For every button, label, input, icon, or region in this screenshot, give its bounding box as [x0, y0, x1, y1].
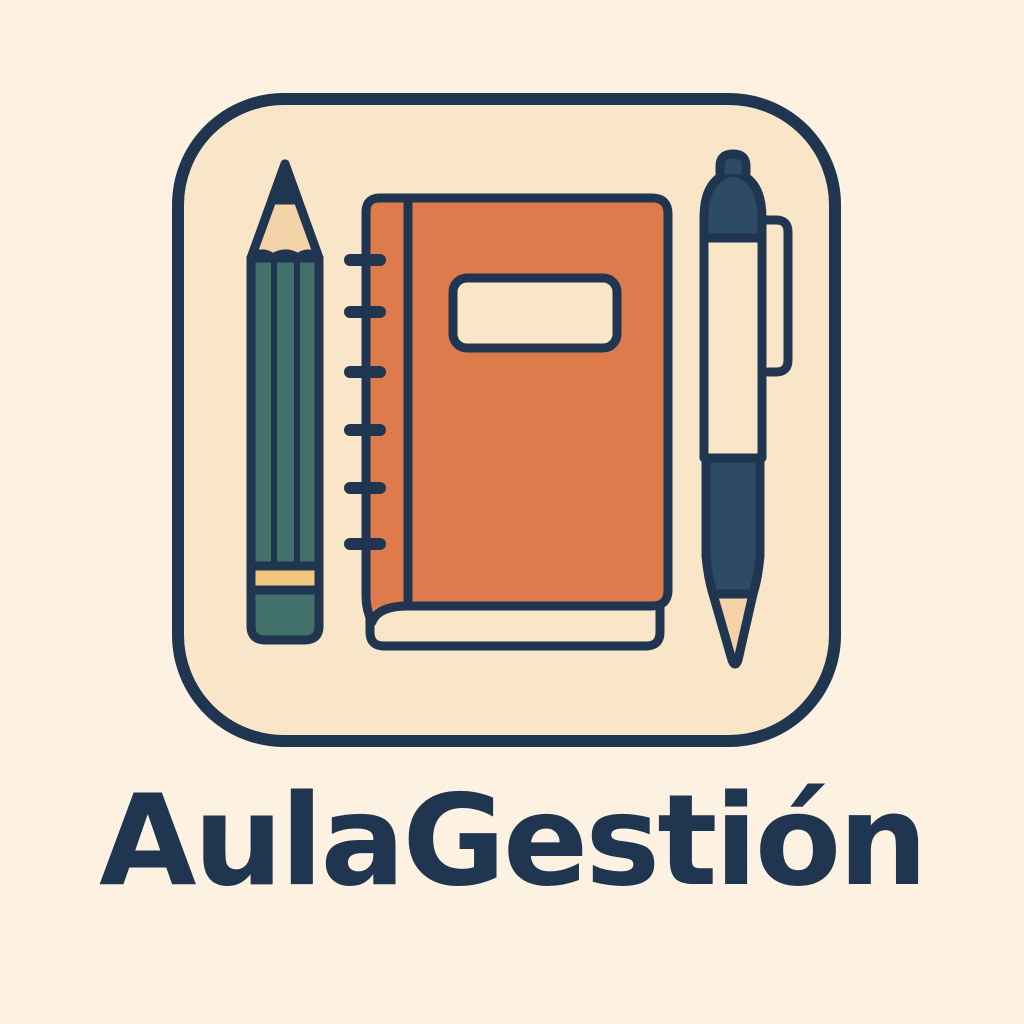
notebook-spiral — [344, 254, 386, 550]
notebook-icon — [344, 193, 673, 651]
notebook-label — [448, 273, 622, 353]
brand-name: AulaGestión — [99, 767, 928, 914]
app-icon — [172, 93, 841, 747]
pen-icon — [699, 149, 793, 669]
pencil-icon — [246, 159, 324, 645]
